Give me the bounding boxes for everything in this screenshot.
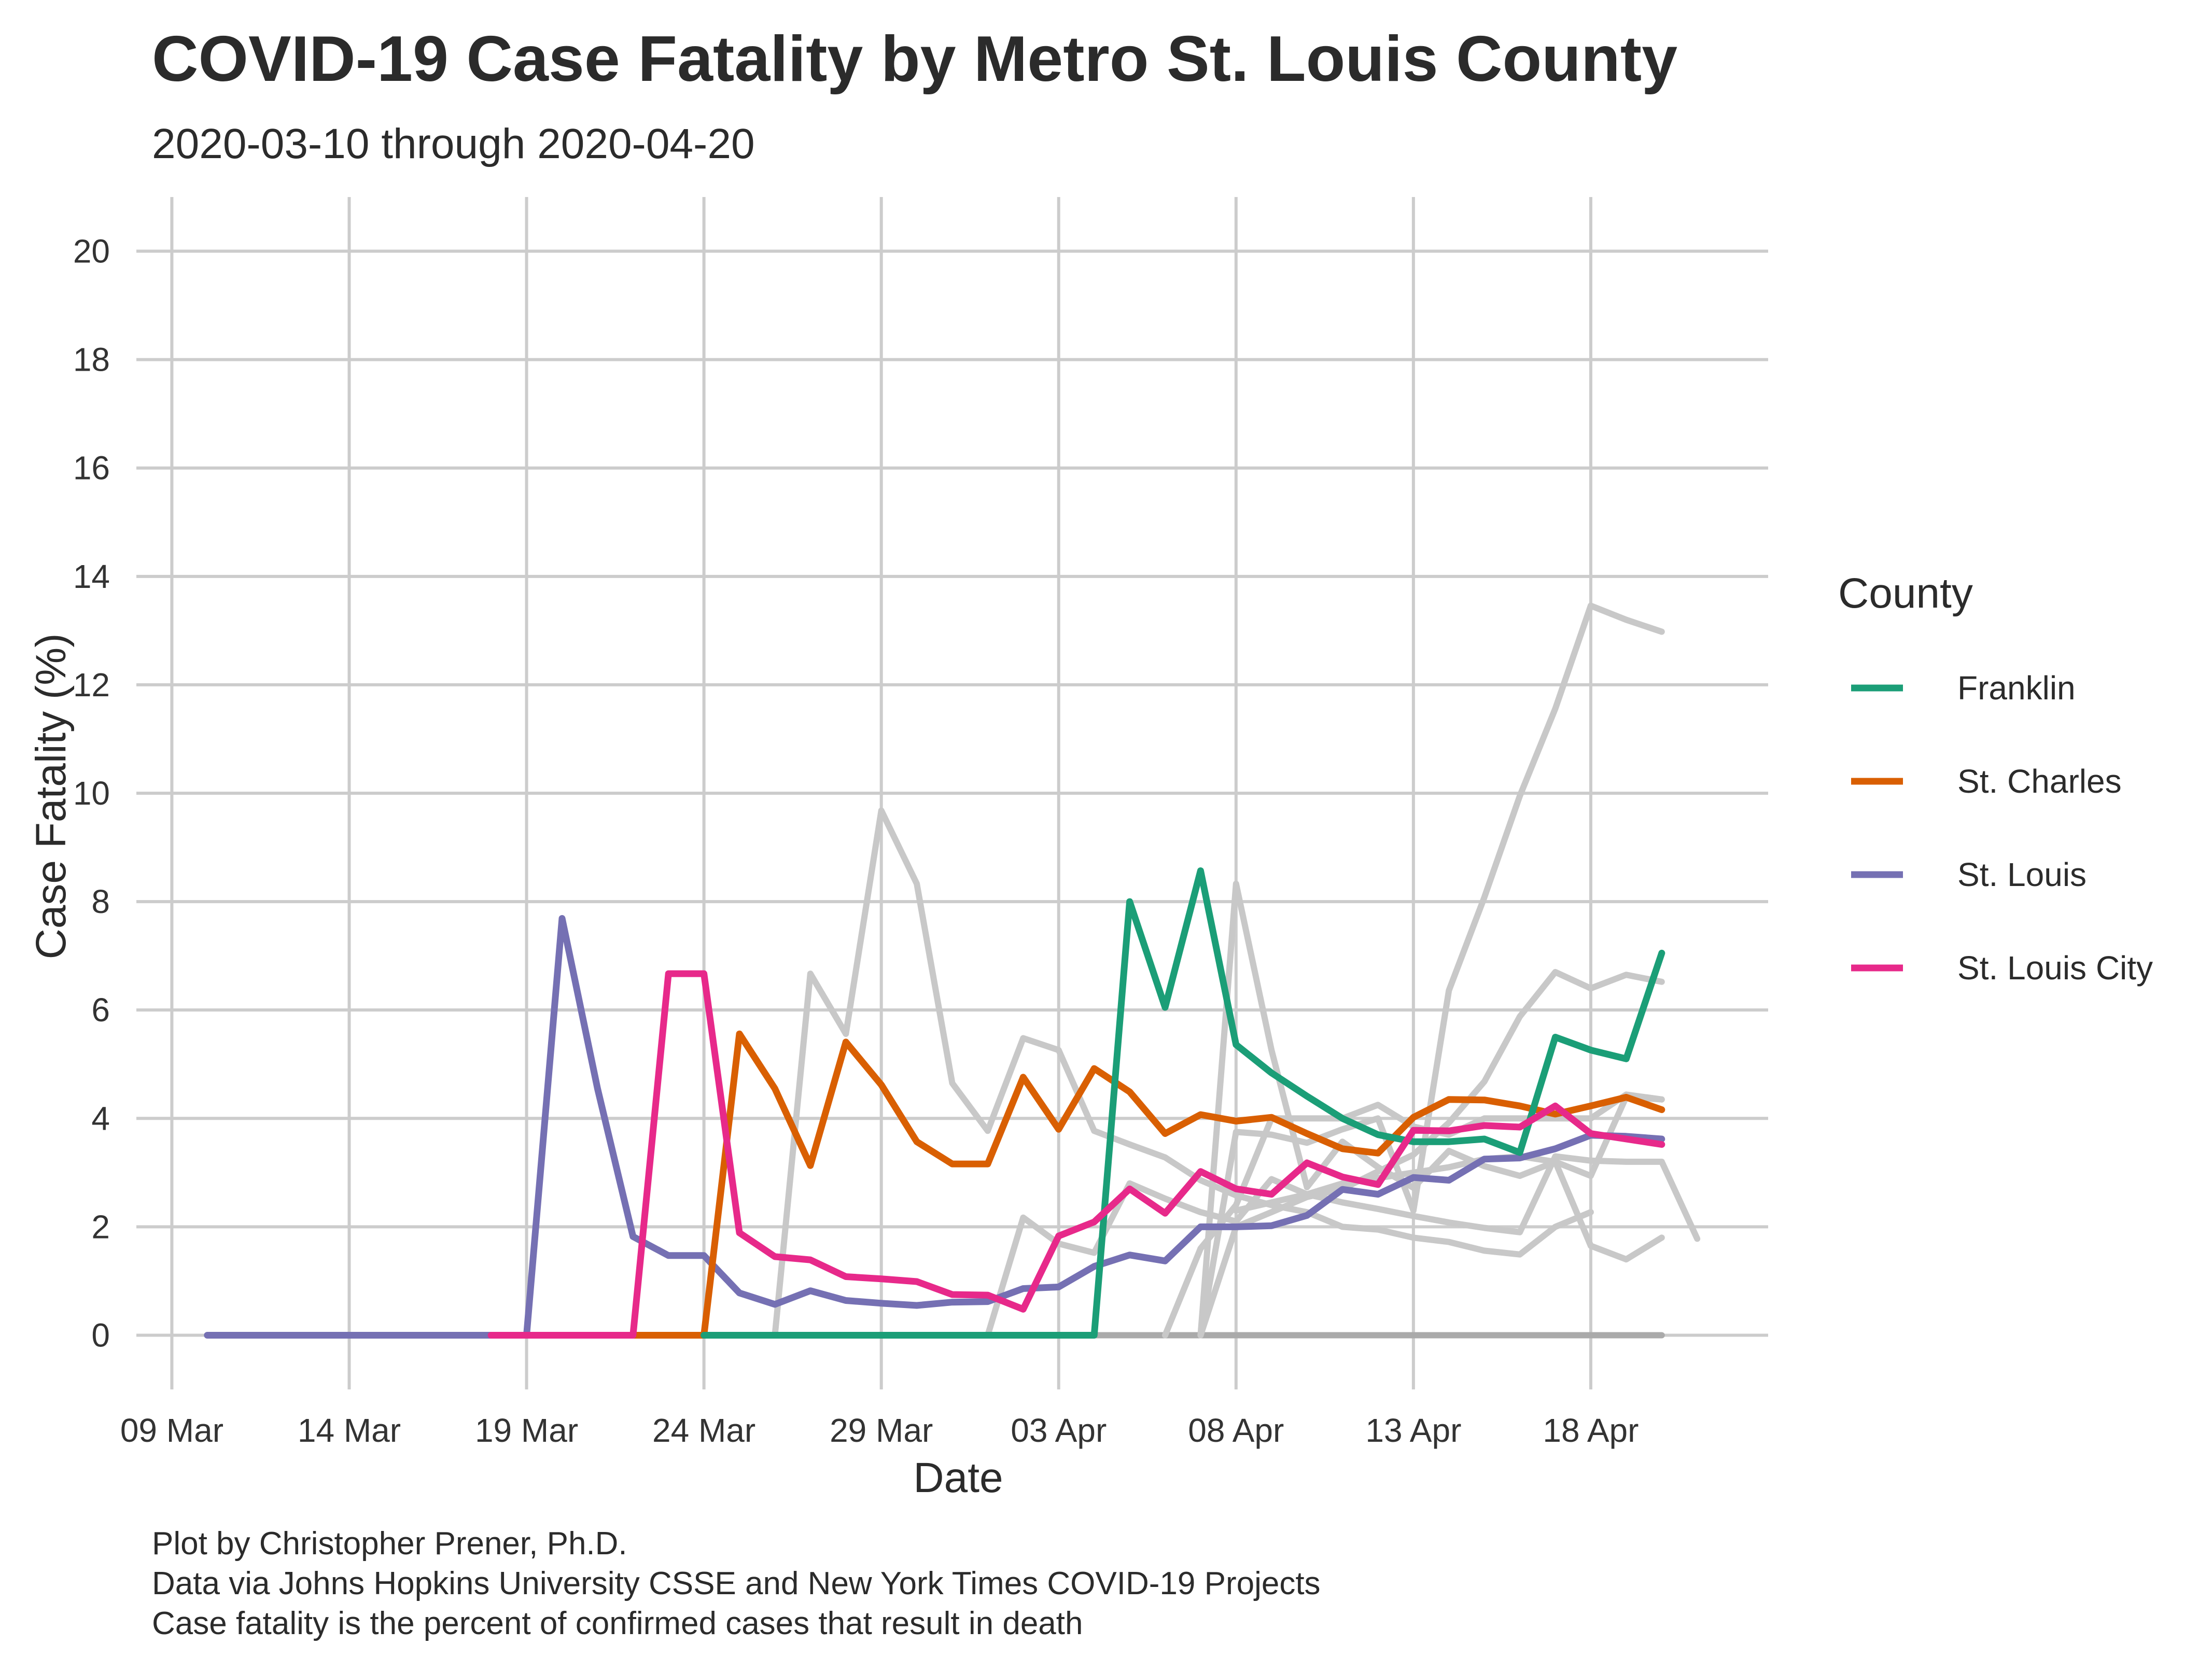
x-tick-label: 29 Mar xyxy=(830,1412,933,1449)
background-series-line xyxy=(1197,602,1665,1339)
background-series-line xyxy=(1233,1153,1665,1263)
background-series-line xyxy=(1162,1091,1665,1339)
x-axis-ticks: 09 Mar 14 Mar 19 Mar 24 Mar 29 Mar 03 Apr 08 A… xyxy=(120,1412,1639,1449)
series-line-franklin xyxy=(701,867,1665,1339)
y-tick-label: 6 xyxy=(91,991,110,1029)
y-tick-label: 10 xyxy=(73,775,110,812)
chart-title: COVID-19 Case Fatality by Metro St. Loui… xyxy=(152,23,1677,95)
legend-item-st-louis-city: St. Louis City xyxy=(1851,949,2153,987)
x-tick-label: 24 Mar xyxy=(652,1412,755,1449)
legend-label: St. Louis xyxy=(1957,856,2087,893)
caption: Plot by Christopher Prener, Ph.D. Data v… xyxy=(152,1526,1321,1641)
caption-line-1: Plot by Christopher Prener, Ph.D. xyxy=(152,1526,627,1562)
x-tick-label: 13 Apr xyxy=(1365,1412,1461,1449)
legend-title: County xyxy=(1838,570,1973,617)
x-tick-label: 14 Mar xyxy=(298,1412,401,1449)
legend-label: Franklin xyxy=(1957,669,2076,707)
y-tick-label: 14 xyxy=(73,558,110,595)
caption-line-3: Case fatality is the percent of confirme… xyxy=(152,1606,1083,1641)
series-line-st-louis xyxy=(204,915,1665,1339)
y-tick-label: 16 xyxy=(73,449,110,487)
x-tick-label: 08 Apr xyxy=(1188,1412,1284,1449)
chart-subtitle: 2020-03-10 through 2020-04-20 xyxy=(152,120,755,167)
legend-label: St. Charles xyxy=(1957,763,2122,800)
y-tick-label: 4 xyxy=(91,1100,110,1137)
series-line-st-louis-city xyxy=(487,970,1665,1339)
y-tick-label: 0 xyxy=(91,1316,110,1354)
y-tick-label: 2 xyxy=(91,1208,110,1245)
y-tick-label: 18 xyxy=(73,341,110,378)
legend-item-st-louis: St. Louis xyxy=(1851,856,2087,893)
gridlines xyxy=(136,197,1768,1389)
legend-label: St. Louis City xyxy=(1957,949,2153,987)
x-tick-label: 09 Mar xyxy=(120,1412,223,1449)
y-tick-label: 12 xyxy=(73,666,110,704)
x-tick-label: 19 Mar xyxy=(475,1412,578,1449)
y-tick-label: 20 xyxy=(73,233,110,270)
x-tick-label: 03 Apr xyxy=(1011,1412,1107,1449)
x-tick-label: 18 Apr xyxy=(1543,1412,1639,1449)
legend: County Franklin St. Charles St. Louis St. L… xyxy=(1838,570,2153,987)
legend-item-st-charles: St. Charles xyxy=(1851,763,2122,800)
series-lines xyxy=(204,867,1665,1339)
background-series-line xyxy=(772,807,1594,1339)
y-axis-ticks: 0 2 4 6 8 10 12 14 16 18 20 xyxy=(73,233,110,1354)
y-axis-title: Case Fatality (%) xyxy=(27,634,75,960)
legend-item-franklin: Franklin xyxy=(1851,669,2076,707)
series-line-st-charles xyxy=(629,1030,1665,1339)
y-tick-label: 8 xyxy=(91,883,110,920)
background-series-line xyxy=(1197,969,1665,1339)
caption-line-2: Data via Johns Hopkins University CSSE a… xyxy=(152,1566,1321,1601)
x-axis-title: Date xyxy=(913,1454,1003,1501)
